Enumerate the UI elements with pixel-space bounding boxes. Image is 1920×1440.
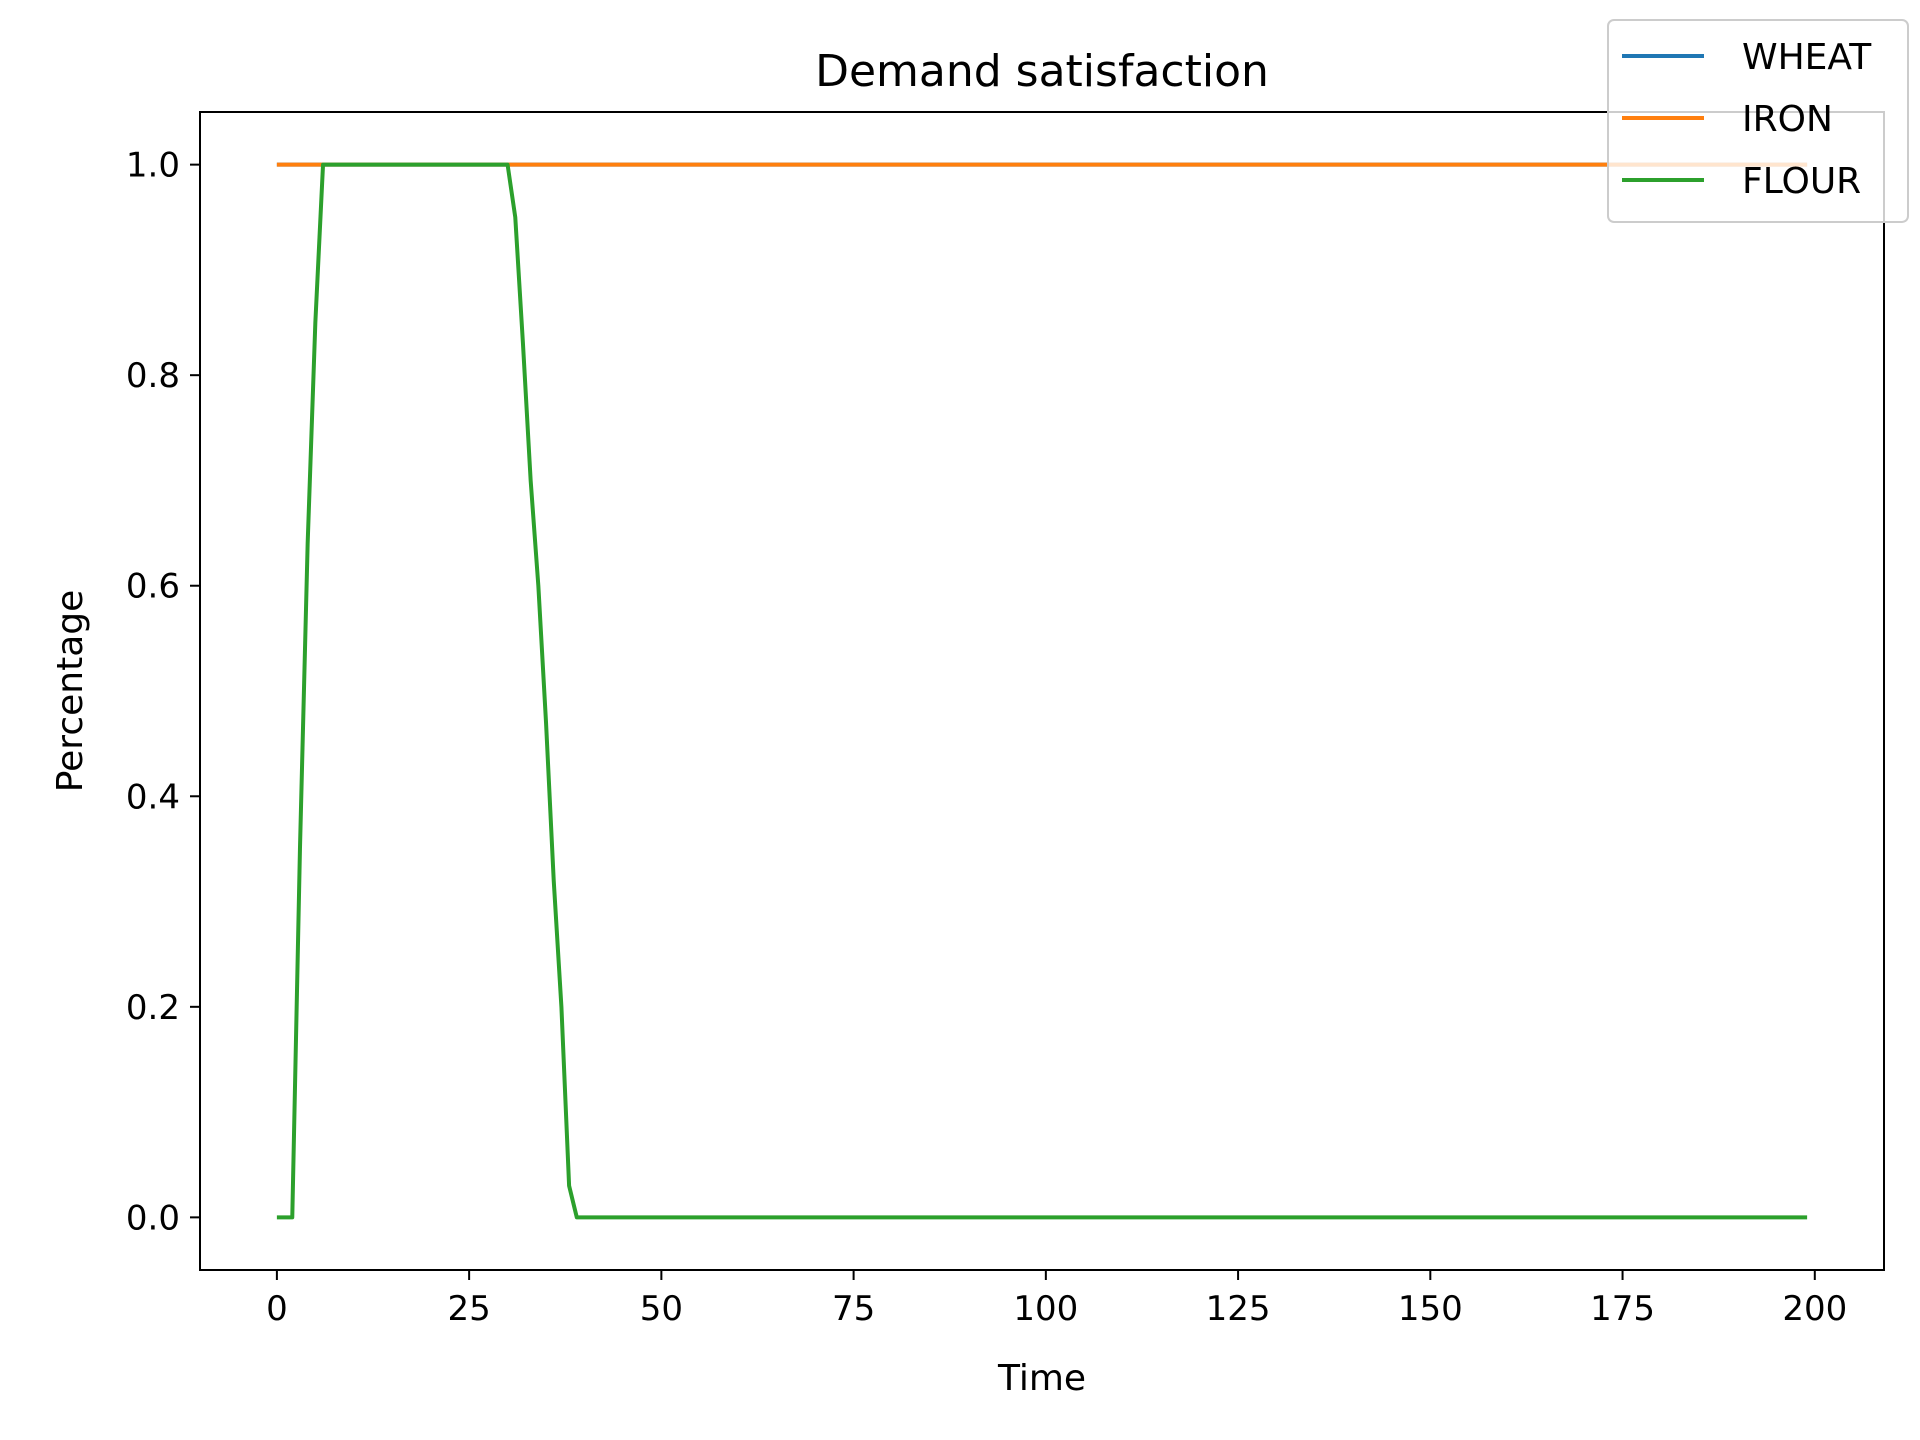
x-tick-label: 75 bbox=[832, 1289, 875, 1329]
y-tick-label: 0.8 bbox=[126, 356, 180, 396]
legend-label-wheat: WHEAT bbox=[1742, 37, 1872, 78]
y-axis-label: Percentage bbox=[50, 590, 91, 793]
y-tick-label: 1.0 bbox=[126, 146, 180, 186]
x-tick-label: 150 bbox=[1398, 1289, 1463, 1329]
x-tick-label: 50 bbox=[640, 1289, 683, 1329]
legend-label-flour: FLOUR bbox=[1742, 161, 1861, 202]
y-tick-label: 0.6 bbox=[126, 567, 180, 607]
x-tick-label: 200 bbox=[1782, 1289, 1847, 1329]
chart-title: Demand satisfaction bbox=[815, 46, 1269, 97]
x-axis-label: Time bbox=[997, 1358, 1086, 1399]
series-line-flour bbox=[276, 162, 1808, 1220]
x-tick-label: 0 bbox=[266, 1289, 288, 1329]
x-axis: 0 25 50 75 100 125 150 175 200 bbox=[266, 1270, 1847, 1329]
y-tick-label: 0.2 bbox=[126, 988, 180, 1028]
plot-area bbox=[276, 162, 1808, 1220]
x-tick-label: 25 bbox=[447, 1289, 490, 1329]
y-axis: 0.0 0.2 0.4 0.6 0.8 1.0 bbox=[126, 146, 200, 1238]
legend-box bbox=[1607, 19, 1909, 223]
y-tick-label: 0.4 bbox=[126, 777, 180, 817]
axes-frame bbox=[199, 111, 1885, 1271]
x-tick-label: 175 bbox=[1590, 1289, 1655, 1329]
x-tick-label: 100 bbox=[1013, 1289, 1078, 1329]
legend: WHEAT IRON FLOUR bbox=[1607, 19, 1909, 223]
x-tick-label: 125 bbox=[1206, 1289, 1271, 1329]
legend-label-iron: IRON bbox=[1742, 99, 1833, 140]
y-tick-label: 0.0 bbox=[126, 1198, 180, 1238]
